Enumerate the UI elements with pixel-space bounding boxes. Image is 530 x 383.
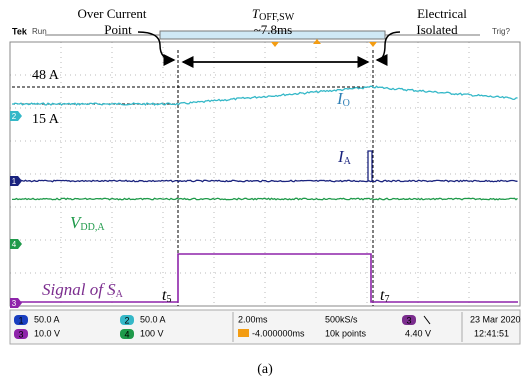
isolated-label: Isolated: [416, 22, 458, 37]
vdd-subscript: DD,A: [80, 222, 105, 233]
level-low-label: 15 A: [32, 112, 60, 127]
t5-subscript: 5: [166, 294, 171, 305]
channel-id: 1: [18, 315, 23, 325]
io-subscript: O: [343, 98, 350, 109]
vdd-trace: [12, 198, 518, 199]
toff-value: ~7.8ms: [254, 22, 292, 37]
toff-label: TOFF,SW: [252, 6, 295, 23]
signal-subscript: A: [116, 289, 124, 300]
level-high-label: 48 A: [32, 68, 60, 83]
channel-marker-label: 1: [12, 177, 17, 186]
signal-label: Signal of SA: [42, 280, 124, 300]
channel-id: 3: [18, 329, 23, 339]
t7-subscript: 7: [384, 294, 389, 305]
ia-subscript: A: [344, 156, 352, 167]
t7-label: t7: [380, 287, 389, 306]
timebase: 2.00ms: [238, 314, 268, 324]
t5-label: t5: [162, 287, 171, 306]
brand: Tek: [12, 26, 28, 36]
date: 23 Mar 2020: [470, 314, 521, 324]
time: 12:41:51: [474, 328, 509, 338]
trigger-state: Trig?: [492, 27, 510, 36]
trigger-level: 4.40 V: [405, 328, 431, 338]
ia-trace: [12, 180, 518, 181]
channel-scale: 100 V: [140, 328, 164, 338]
channel-id: 2: [124, 315, 129, 325]
ia-label: IA: [337, 147, 352, 167]
channel-marker-label: 4: [12, 240, 17, 249]
io-label: IO: [336, 89, 350, 109]
traces: [12, 86, 518, 302]
figure: Tek Run Trig? Over Current Point TOFF,SW…: [0, 0, 530, 383]
over-current-label: Point: [104, 22, 132, 37]
run-state: Run: [32, 27, 47, 36]
time-marker: [271, 42, 279, 47]
sample-rate: 500kS/s: [325, 314, 358, 324]
ia-spike: [368, 151, 372, 181]
trigger-pos-icon: [238, 329, 249, 337]
caption: (a): [257, 362, 273, 377]
record-length: 10k points: [325, 328, 367, 338]
trigger-pos: -4.000000ms: [252, 328, 305, 338]
isolated-label: Electrical: [417, 6, 467, 21]
scope-grid: [10, 42, 520, 306]
channel-scale: 50.0 A: [140, 314, 166, 324]
channel-scale: 10.0 V: [34, 328, 60, 338]
channel-scale: 50.0 A: [34, 314, 60, 324]
channel-id: 4: [124, 329, 129, 339]
status-bar: 2.00ms -4.000000ms 500kS/s 10k points 3 …: [10, 310, 521, 344]
cursor-marker: [369, 42, 377, 47]
trigger-source: 3: [406, 315, 411, 325]
vdd-label: VDD,A: [70, 213, 105, 233]
channel-marker-label: 2: [12, 112, 17, 121]
signal-symbol: Signal of S: [42, 280, 116, 299]
over-current-label: Over Current: [78, 6, 147, 21]
channel-marker-label: 3: [12, 299, 17, 308]
